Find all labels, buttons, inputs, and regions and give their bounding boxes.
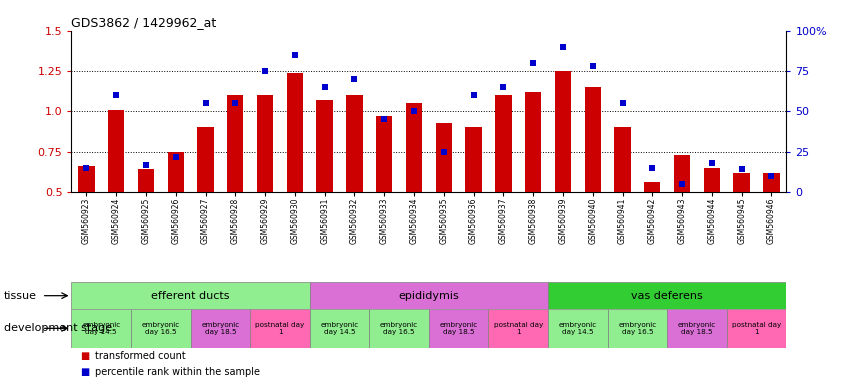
Text: vas deferens: vas deferens [632, 291, 703, 301]
Bar [727, 31, 757, 192]
Bar [548, 31, 578, 192]
Bar [489, 309, 548, 348]
Bar [548, 309, 607, 348]
Bar [495, 95, 511, 192]
Text: GDS3862 / 1429962_at: GDS3862 / 1429962_at [71, 16, 217, 29]
Bar [101, 31, 131, 192]
Bar [525, 92, 542, 192]
Text: embryonic
day 16.5: embryonic day 16.5 [380, 322, 418, 335]
Bar [198, 127, 214, 192]
Bar [465, 127, 482, 192]
Text: ■: ■ [80, 367, 89, 377]
Text: postnatal day
1: postnatal day 1 [256, 322, 304, 335]
Bar [369, 31, 399, 192]
Bar [71, 31, 101, 192]
Bar [251, 31, 280, 192]
Bar [399, 31, 429, 192]
Bar [309, 282, 548, 309]
Bar [406, 103, 422, 192]
Text: embryonic
day 14.5: embryonic day 14.5 [82, 322, 120, 335]
Bar [674, 155, 690, 192]
Bar [227, 95, 244, 192]
Bar [518, 31, 548, 192]
Bar [429, 31, 458, 192]
Text: percentile rank within the sample: percentile rank within the sample [95, 367, 260, 377]
Text: embryonic
day 16.5: embryonic day 16.5 [618, 322, 657, 335]
Text: tissue: tissue [4, 291, 37, 301]
Text: epididymis: epididymis [399, 291, 459, 301]
Bar [376, 116, 393, 192]
Text: embryonic
day 18.5: embryonic day 18.5 [678, 322, 716, 335]
Bar [167, 152, 184, 192]
Bar [108, 110, 124, 192]
Text: development stage: development stage [4, 323, 113, 333]
Text: postnatal day
1: postnatal day 1 [494, 322, 543, 335]
Bar [548, 282, 786, 309]
Bar [607, 31, 637, 192]
Text: transformed count: transformed count [95, 351, 186, 361]
Bar [667, 31, 697, 192]
Text: postnatal day
1: postnatal day 1 [732, 322, 781, 335]
Bar [251, 309, 309, 348]
Bar [309, 309, 369, 348]
Text: efferent ducts: efferent ducts [151, 291, 230, 301]
Bar [704, 168, 720, 192]
Bar [429, 309, 489, 348]
Bar [667, 309, 727, 348]
Bar [340, 31, 369, 192]
Bar [764, 173, 780, 192]
Bar [614, 127, 631, 192]
Bar [578, 31, 607, 192]
Text: embryonic
day 16.5: embryonic day 16.5 [142, 322, 180, 335]
Text: embryonic
day 18.5: embryonic day 18.5 [440, 322, 478, 335]
Bar [697, 31, 727, 192]
Bar [316, 100, 333, 192]
Bar [637, 31, 667, 192]
Bar [458, 31, 489, 192]
Bar [369, 309, 429, 348]
Bar [733, 173, 750, 192]
Text: ■: ■ [80, 351, 89, 361]
Bar [287, 73, 303, 192]
Bar [71, 309, 131, 348]
Bar [131, 31, 161, 192]
Bar [138, 169, 154, 192]
Text: embryonic
day 18.5: embryonic day 18.5 [201, 322, 240, 335]
Bar [555, 71, 571, 192]
Bar [727, 309, 786, 348]
Bar [131, 309, 191, 348]
Bar [644, 182, 660, 192]
Bar [71, 282, 309, 309]
Bar [346, 95, 362, 192]
Bar [436, 122, 452, 192]
Bar [584, 87, 601, 192]
Bar [191, 31, 220, 192]
Bar [607, 309, 667, 348]
Text: embryonic
day 14.5: embryonic day 14.5 [320, 322, 358, 335]
Bar [161, 31, 191, 192]
Bar [257, 95, 273, 192]
Bar [78, 166, 94, 192]
Bar [220, 31, 251, 192]
Bar [280, 31, 309, 192]
Bar [191, 309, 251, 348]
Bar [309, 31, 340, 192]
Bar [757, 31, 786, 192]
Bar [489, 31, 518, 192]
Text: embryonic
day 14.5: embryonic day 14.5 [558, 322, 597, 335]
